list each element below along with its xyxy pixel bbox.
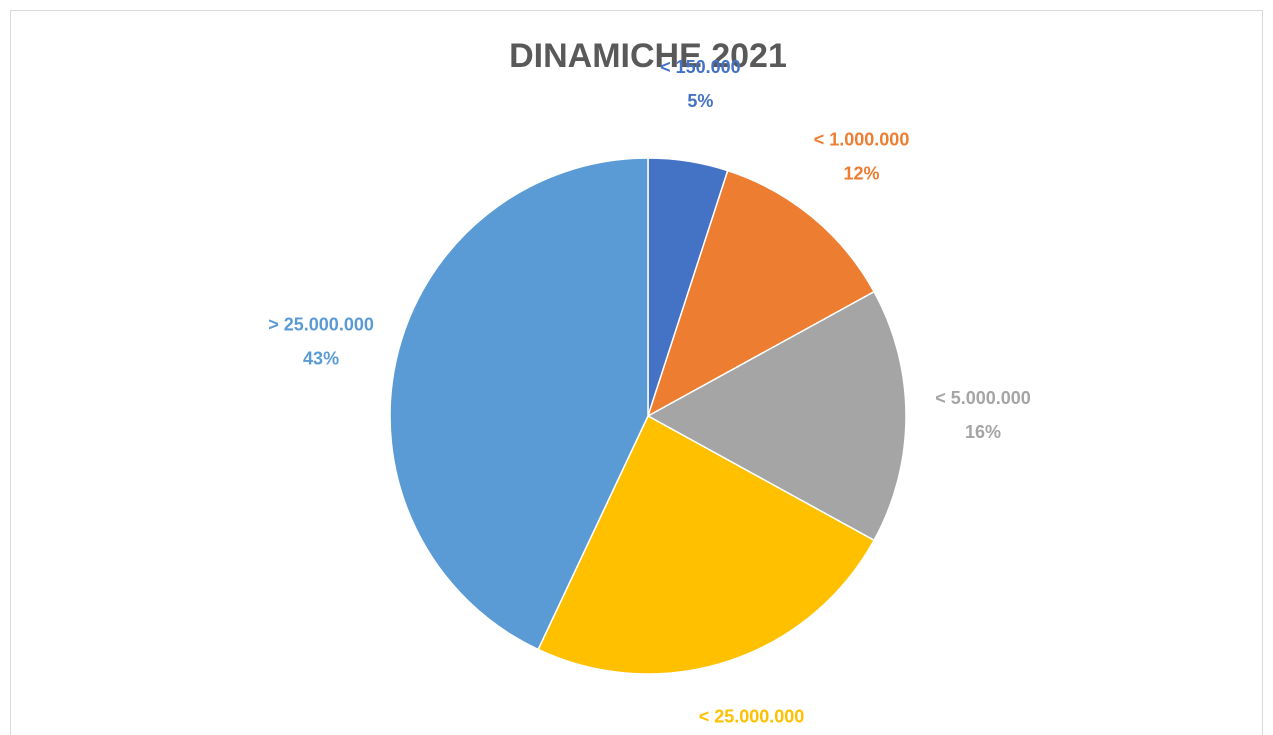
slice-category-label: < 1.000.000 (814, 130, 910, 150)
pie-slice (646, 169, 876, 418)
slice-category-label: < 150.000 (660, 57, 741, 77)
pie-slice (646, 290, 907, 542)
slice-value-label: 12% (844, 164, 880, 184)
slice-category-label: < 5.000.000 (935, 388, 1031, 408)
slice-category-label: < 25.000.000 (699, 706, 805, 726)
pie-slice (537, 414, 876, 675)
chart-title: DINAMICHE 2021 (509, 37, 787, 75)
slice-value-label: 43% (303, 349, 339, 369)
slice-value-label: 5% (687, 91, 713, 111)
pie-slice (389, 157, 649, 651)
slice-value-label: 16% (965, 422, 1001, 442)
slice-category-label: > 25.000.000 (268, 315, 374, 335)
